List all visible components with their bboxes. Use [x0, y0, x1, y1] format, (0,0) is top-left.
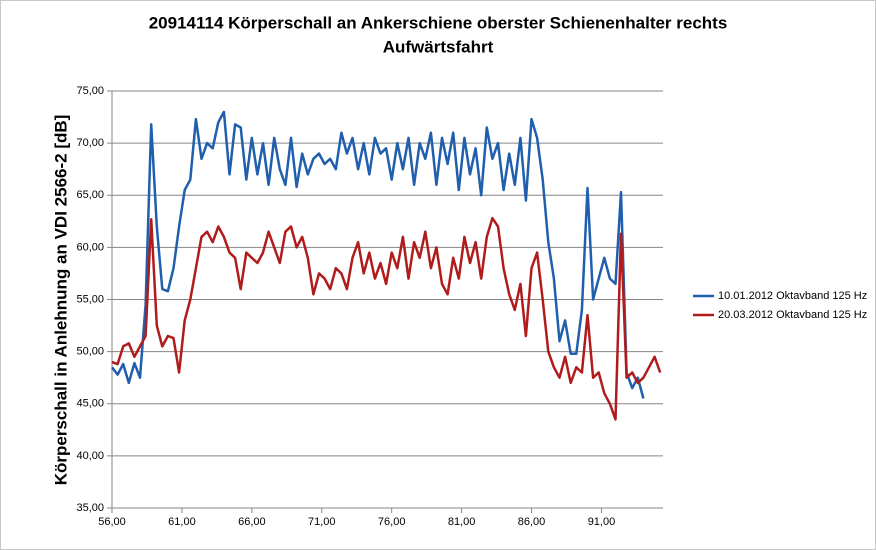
y-tick-label: 65,00 [76, 189, 104, 201]
chart-title: 20914114 Körperschall an Ankerschiene ob… [149, 13, 728, 32]
y-tick-label: 70,00 [76, 137, 104, 149]
y-tick-label: 75,00 [76, 85, 104, 97]
chart-subtitle: Aufwärtsfahrt [383, 37, 494, 56]
x-tick-label: 81,00 [448, 516, 476, 528]
data-line [111, 216, 662, 421]
y-tick-label: 50,00 [76, 346, 104, 358]
x-tick-label: 91,00 [588, 516, 616, 528]
y-tick-label: 45,00 [76, 398, 104, 410]
data-line [111, 110, 645, 399]
x-tick-label: 61,00 [168, 516, 196, 528]
x-tick-label: 71,00 [308, 516, 336, 528]
x-tick-label: 66,00 [238, 516, 266, 528]
x-tick-label: 76,00 [378, 516, 406, 528]
x-tick-label: 56,00 [98, 516, 126, 528]
y-tick-label: 60,00 [76, 241, 104, 253]
x-tick-label: 86,00 [518, 516, 546, 528]
y-tick-label: 55,00 [76, 293, 104, 305]
y-axis-label: Körperschall in Anlehnung an VDI 2566-2 … [51, 115, 70, 486]
legend-label: 20.03.2012 Oktavband 125 Hz [718, 309, 867, 321]
y-tick-label: 35,00 [76, 502, 104, 514]
y-tick-label: 40,00 [76, 450, 104, 462]
legend-label: 10.01.2012 Oktavband 125 Hz [718, 290, 867, 302]
